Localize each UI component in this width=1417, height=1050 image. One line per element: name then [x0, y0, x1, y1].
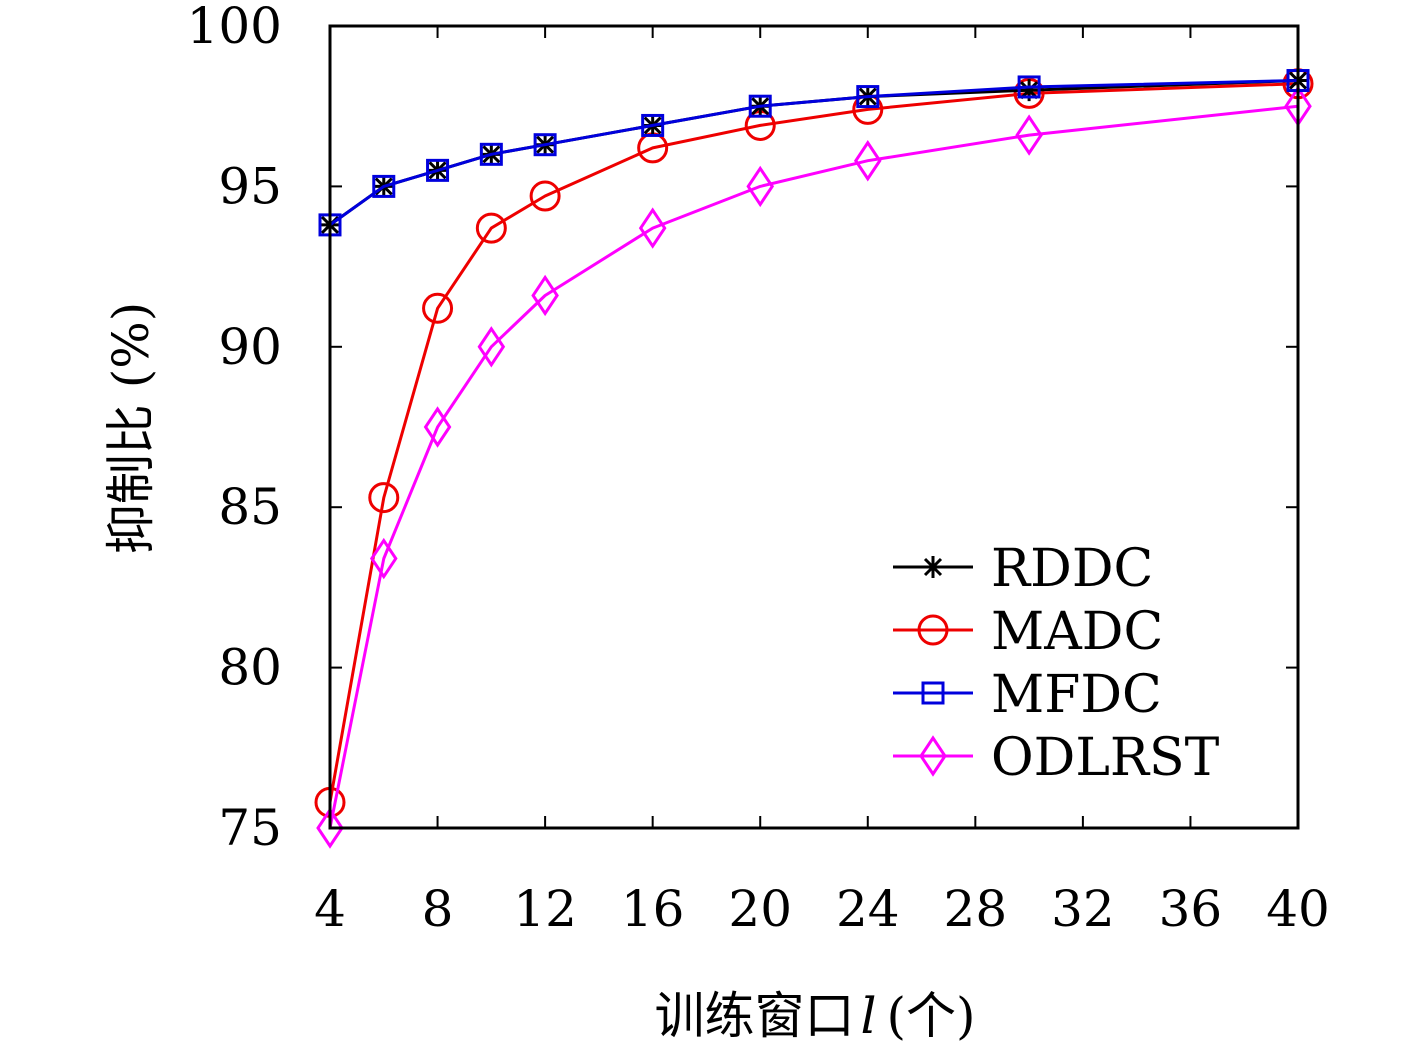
diamond-marker: [638, 207, 667, 249]
series-madc: [314, 68, 1314, 818]
x-axis-title-main: 训练窗口: [654, 987, 854, 1045]
y-tick-label: 90: [218, 318, 282, 376]
x-tick-label: 8: [422, 880, 454, 938]
x-tick-label: 28: [944, 880, 1008, 938]
y-tick-label: 100: [187, 0, 282, 55]
legend-label: RDDC: [991, 539, 1153, 599]
x-tick-label: 24: [836, 880, 900, 938]
circle-marker: [475, 212, 507, 244]
legend-item-odlrst: ODLRST: [893, 728, 1220, 788]
x-tick-label: 40: [1266, 880, 1330, 938]
square-marker: [372, 174, 396, 198]
y-tick-label: 80: [218, 639, 282, 697]
series-line: [328, 104, 1299, 829]
diamond-marker: [746, 165, 775, 208]
diamond-marker: [316, 807, 344, 849]
legend-item-mfdc: MFDC: [893, 665, 1162, 725]
legend-label: MFDC: [991, 665, 1162, 725]
x-tick-label: 20: [728, 880, 792, 938]
legend-item-madc: MADC: [893, 602, 1163, 662]
y-tick-label: 75: [218, 799, 282, 857]
legend-label: MADC: [991, 602, 1163, 662]
y-tick-label: 95: [218, 157, 282, 215]
diamond-marker: [369, 537, 398, 580]
asterisk-marker: [922, 556, 944, 578]
series-rddc: [319, 69, 1309, 236]
x-tick-label: 4: [314, 880, 346, 938]
square-marker: [1017, 75, 1041, 99]
y-tick-label: 85: [218, 478, 282, 536]
series-line: [329, 79, 1299, 227]
square-marker: [748, 94, 772, 118]
diamond-marker: [1015, 114, 1043, 156]
square-marker: [426, 158, 450, 182]
diamond-marker: [423, 406, 452, 448]
legend-item-rddc: RDDC: [893, 539, 1153, 599]
x-tick-label: 32: [1051, 880, 1115, 938]
series-mfdc: [318, 69, 1310, 237]
x-axis-title: 训练窗口 l (个): [654, 987, 975, 1045]
x-axis-ticks: 4 8 12 16 20 24 28 32 36 40: [314, 26, 1330, 938]
x-axis-title-unit: (个): [886, 987, 975, 1045]
x-tick-label: 36: [1159, 880, 1223, 938]
y-axis-title: 抑制比 (%): [102, 302, 160, 554]
x-tick-label: 12: [513, 880, 577, 938]
circle-marker: [529, 180, 561, 212]
square-marker: [533, 133, 557, 157]
asterisk-marker: [1018, 79, 1041, 102]
legend-label: ODLRST: [991, 728, 1220, 788]
series-line: [328, 82, 1299, 803]
circle-marker: [917, 614, 949, 646]
circle-marker: [422, 292, 454, 324]
diamond-marker: [919, 735, 947, 777]
y-axis-ticks: 75 80 85 90 95 100: [187, 0, 1298, 857]
square-marker: [641, 113, 665, 137]
square-marker: [479, 142, 503, 166]
circle-marker: [368, 482, 400, 514]
diamond-marker: [853, 140, 882, 182]
plot-frame: [328, 24, 1300, 830]
x-tick-label: 16: [621, 880, 685, 938]
square-marker: [921, 681, 945, 705]
x-axis-title-variable: l: [860, 987, 876, 1045]
series-odlrst: [316, 85, 1312, 849]
diamond-marker: [531, 274, 559, 317]
square-marker: [856, 85, 880, 109]
diamond-marker: [477, 326, 506, 368]
